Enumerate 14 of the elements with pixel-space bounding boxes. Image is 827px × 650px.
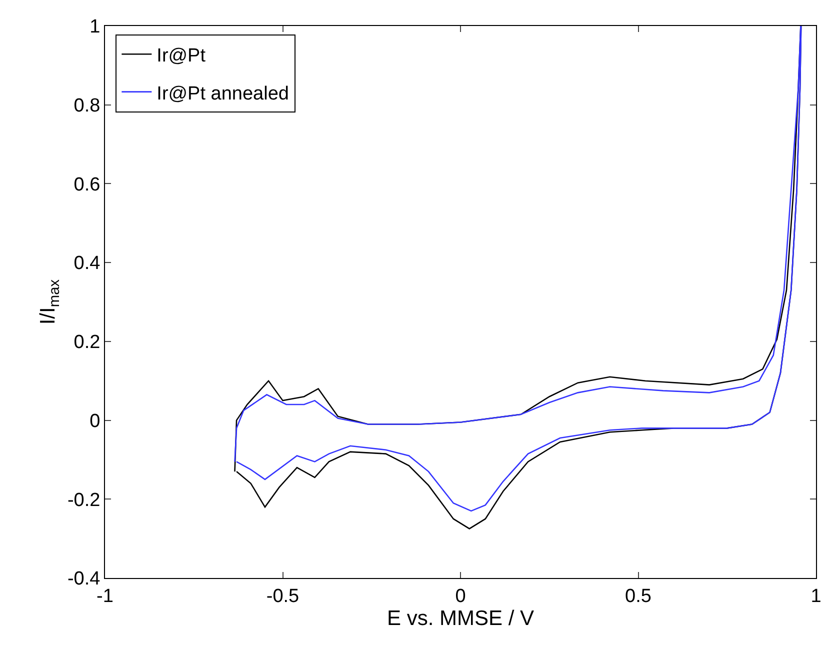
y-tick-label: 0.4: [74, 253, 101, 274]
x-axis-title: E vs. MMSE / V: [386, 607, 534, 630]
x-tick-label: 1: [810, 586, 822, 607]
y-tick-label: 0.6: [74, 174, 100, 196]
y-tick-label: 1: [90, 16, 100, 38]
y-tick-label: -0.2: [67, 490, 100, 511]
legend-label: Ir@Pt: [156, 46, 206, 67]
y-tick-label: 0: [90, 410, 100, 432]
y-tick-label: 0.2: [74, 332, 100, 354]
legend-label: Ir@Pt annealed: [156, 83, 289, 104]
x-tick-label: 0.5: [625, 586, 652, 607]
x-tick-label: -0.5: [266, 586, 300, 607]
x-tick-label: 0: [455, 586, 466, 607]
y-tick-label: 0.8: [74, 96, 100, 117]
